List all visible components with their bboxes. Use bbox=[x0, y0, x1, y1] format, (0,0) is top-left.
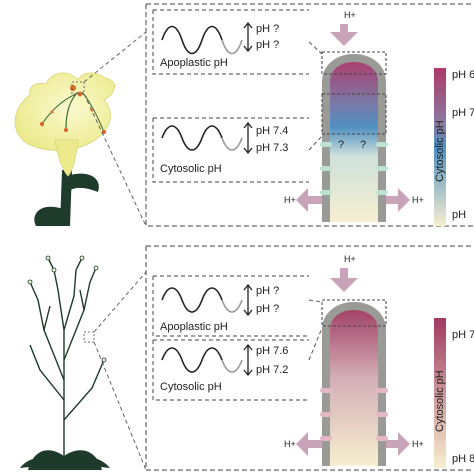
bottom-apoplastic-ph-high: pH ? bbox=[256, 285, 279, 297]
plant-zoom-box bbox=[83, 331, 95, 343]
arabidopsis-plant-illustration bbox=[20, 255, 110, 470]
top-scale-top: pH 6 bbox=[452, 69, 474, 81]
lily-flower-illustration bbox=[14, 72, 116, 226]
flower-zoom-box bbox=[71, 81, 85, 95]
top-unknown-mark-2: ? bbox=[360, 139, 366, 151]
bottom-apoplastic-arrow bbox=[243, 283, 253, 317]
top-proton-in-arrow bbox=[330, 24, 358, 46]
top-proton-in-label: H+ bbox=[344, 10, 356, 20]
top-proton-out-right-label: H+ bbox=[412, 195, 424, 205]
bottom-apoplastic-wave bbox=[161, 287, 223, 313]
top-apex-zoom-box bbox=[321, 51, 387, 75]
top-ph-color-scale bbox=[434, 68, 446, 226]
bottom-cytosolic-arrow bbox=[243, 343, 253, 377]
bottom-cytosolic-ph-high: pH 7.6 bbox=[256, 345, 288, 357]
top-apoplastic-caption: Apoplastic pH bbox=[160, 57, 228, 69]
top-proton-out-left-arrow bbox=[296, 188, 322, 212]
bottom-pollen-tube bbox=[320, 299, 388, 466]
top-cytosolic-arrow bbox=[243, 121, 253, 155]
bottom-panel: pH ? pH ? Apoplastic pH pH 7.6 pH 7.2 Cy… bbox=[20, 245, 474, 471]
top-scale-bottom: pH bbox=[452, 209, 466, 221]
top-cytosolic-ph-low: pH 7.3 bbox=[256, 142, 288, 154]
bottom-apex-zoom-box bbox=[321, 299, 387, 327]
bottom-cytosolic-ph-low: pH 7.2 bbox=[256, 364, 288, 376]
bottom-apoplastic-box: pH ? pH ? Apoplastic pH bbox=[152, 275, 309, 337]
top-cytosolic-ph-high: pH 7.4 bbox=[256, 125, 288, 137]
bottom-proton-out-right-label: H+ bbox=[412, 439, 424, 449]
top-proton-out-right-arrow bbox=[386, 188, 410, 212]
top-apoplastic-arrow bbox=[243, 21, 253, 53]
bottom-proton-out-right-arrow bbox=[386, 432, 410, 456]
top-panel-frame bbox=[145, 3, 474, 227]
bottom-cytosolic-box: pH 7.6 pH 7.2 Cytosolic pH bbox=[152, 339, 309, 401]
bottom-proton-out-left-label: H+ bbox=[284, 439, 296, 449]
bottom-cytosolic-caption: Cytosolic pH bbox=[160, 381, 222, 393]
top-cytosolic-caption: Cytosolic pH bbox=[160, 163, 222, 175]
bottom-panel-frame bbox=[145, 245, 474, 471]
bottom-proton-in-label: H+ bbox=[344, 254, 356, 264]
top-proton-out-left-label: H+ bbox=[284, 195, 296, 205]
bottom-apoplastic-caption: Apoplastic pH bbox=[160, 321, 228, 333]
bottom-cytosolic-wave bbox=[161, 347, 223, 373]
top-scale-mid: pH 7 bbox=[452, 107, 474, 119]
top-pollen-tube: ? ? bbox=[320, 51, 388, 222]
top-scale-axis-label: Cytosolic pH bbox=[434, 120, 446, 182]
top-apoplastic-wave bbox=[161, 25, 223, 55]
top-cytosol-zoom-box bbox=[321, 93, 387, 135]
top-cytosolic-box: pH 7.4 pH 7.3 Cytosolic pH bbox=[152, 117, 309, 183]
top-apoplastic-ph-high: pH ? bbox=[256, 23, 279, 35]
bottom-proton-in-arrow bbox=[330, 268, 358, 292]
top-cytosolic-wave bbox=[161, 125, 223, 151]
bottom-scale-bottom: pH 8 bbox=[452, 453, 474, 465]
top-panel: pH ? pH ? Apoplastic pH pH 7.4 pH 7.3 Cy… bbox=[14, 3, 474, 227]
top-apoplastic-box: pH ? pH ? Apoplastic pH bbox=[152, 9, 309, 75]
bottom-ph-color-scale bbox=[434, 318, 446, 468]
bottom-apoplastic-ph-low: pH ? bbox=[256, 303, 279, 315]
bottom-proton-out-left-arrow bbox=[296, 432, 322, 456]
top-unknown-mark-1: ? bbox=[338, 139, 344, 151]
bottom-scale-top: pH 7 bbox=[452, 329, 474, 341]
top-apoplastic-ph-low: pH ? bbox=[256, 39, 279, 51]
bottom-scale-axis-label: Cytosolic pH bbox=[434, 370, 446, 432]
